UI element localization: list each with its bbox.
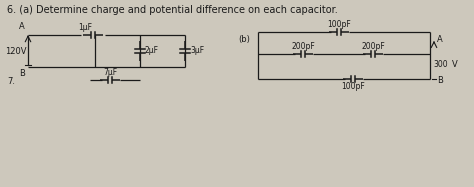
Text: 120V: 120V (5, 47, 27, 56)
Text: 300: 300 (433, 60, 447, 69)
Text: 6. (a) Determine charge and potential difference on each capacitor.: 6. (a) Determine charge and potential di… (7, 5, 338, 15)
Text: 2μF: 2μF (145, 45, 159, 54)
Text: 7.: 7. (7, 77, 15, 86)
Text: 100pF: 100pF (341, 82, 365, 91)
Text: 100pF: 100pF (327, 20, 351, 29)
Text: 7μF: 7μF (103, 68, 117, 77)
Text: B: B (437, 76, 443, 85)
Text: 200pF: 200pF (361, 42, 385, 51)
Text: A: A (437, 34, 443, 44)
Text: 1μF: 1μF (78, 23, 92, 32)
Text: B: B (19, 69, 25, 78)
Text: (b): (b) (238, 35, 250, 44)
Text: 3μF: 3μF (190, 45, 204, 54)
Text: V: V (452, 60, 458, 69)
Text: A: A (19, 22, 25, 31)
Text: 200pF: 200pF (291, 42, 315, 51)
